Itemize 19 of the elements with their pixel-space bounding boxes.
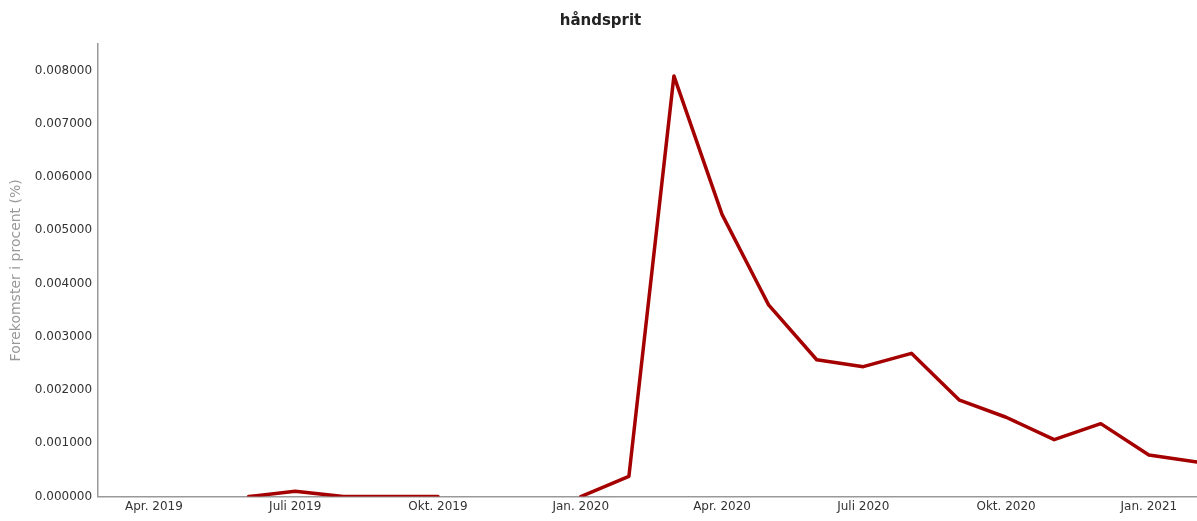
y-tick-label: 0.000000 — [34, 488, 93, 503]
chart-title: håndsprit — [559, 10, 642, 29]
x-tick-label: Jan. 2021 — [1119, 498, 1178, 513]
y-tick-label: 0.006000 — [34, 169, 93, 184]
y-tick-label: 0.005000 — [34, 222, 93, 237]
y-tick-label: 0.001000 — [34, 435, 93, 450]
x-tick-label: Juli 2020 — [836, 498, 890, 513]
x-tick-label: Apr. 2020 — [693, 498, 751, 513]
y-tick-label: 0.004000 — [34, 275, 93, 290]
y-axis-title: Forekomster i procent (%) — [7, 179, 24, 362]
y-tick-label: 0.003000 — [34, 328, 93, 343]
y-tick-label: 0.002000 — [34, 382, 93, 397]
x-tick-label: Jan. 2020 — [551, 498, 610, 513]
x-tick-label: Okt. 2020 — [976, 498, 1036, 513]
x-tick-label: Okt. 2019 — [408, 498, 468, 513]
x-tick-label: Apr. 2019 — [125, 498, 183, 513]
y-tick-label: 0.008000 — [34, 62, 93, 77]
y-tick-label: 0.007000 — [34, 116, 93, 130]
x-tick-label: Juli 2019 — [268, 498, 322, 513]
